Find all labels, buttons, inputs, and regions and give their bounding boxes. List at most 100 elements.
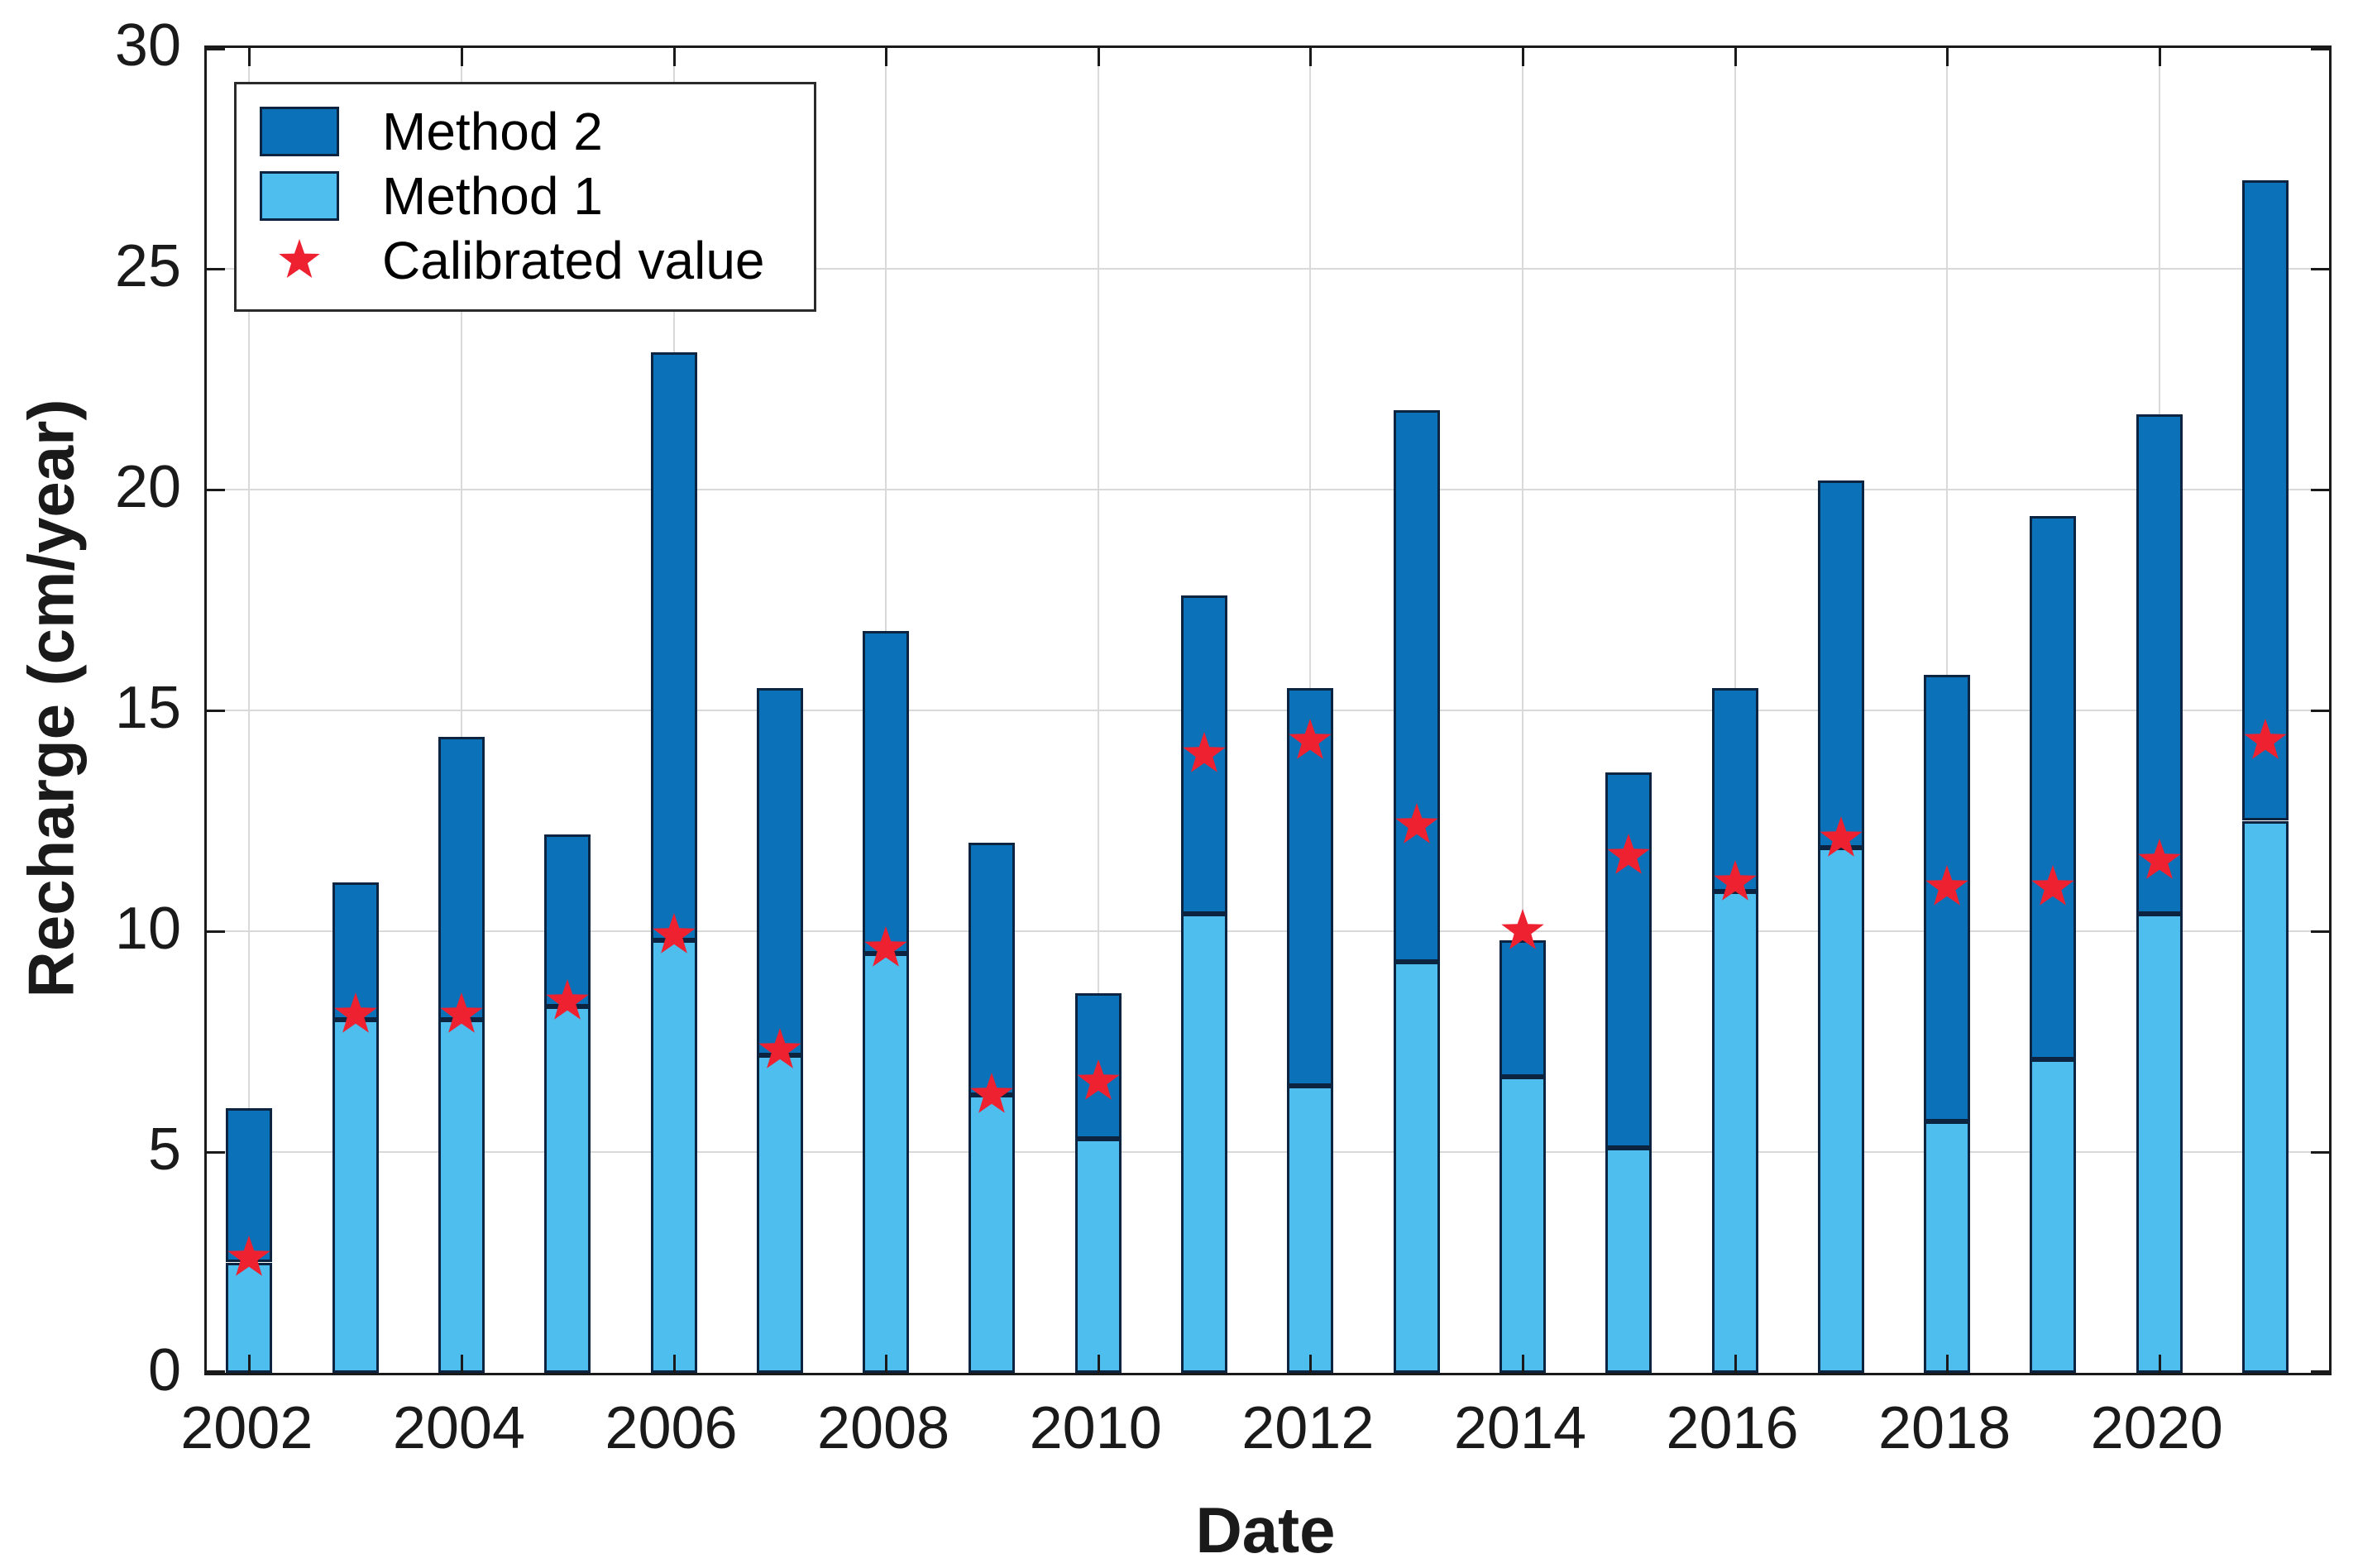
- calibrated-star-2014: [1501, 909, 1544, 949]
- bar-method1-2013: [1393, 962, 1440, 1373]
- method2-swatch: [260, 107, 339, 156]
- bar-method1-2003: [332, 1019, 379, 1373]
- axis-tick: [248, 1355, 251, 1373]
- legend-item-method2: Method 2: [260, 99, 797, 164]
- axis-tick: [1946, 1355, 1949, 1373]
- gridline-horizontal: [207, 710, 2329, 711]
- calibrated-star-2015: [1607, 834, 1650, 875]
- calibrated-star-2010: [1077, 1059, 1120, 1100]
- legend-item-calibrated: Calibrated value: [260, 228, 797, 293]
- calibrated-star-2005: [546, 979, 589, 1021]
- axis-tick: [885, 48, 888, 66]
- axis-tick: [2311, 710, 2329, 712]
- x-tick-label: 2002: [180, 1395, 313, 1461]
- calibrated-star-2016: [1713, 860, 1757, 901]
- axis-tick: [2311, 48, 2329, 50]
- axis-tick: [2158, 1355, 2161, 1373]
- calibrated-star-2008: [864, 926, 907, 968]
- bar-method1-2020: [2136, 913, 2183, 1373]
- axis-tick: [1309, 48, 1313, 66]
- calibrated-star-2021: [2244, 719, 2287, 760]
- bar-method2-2007: [756, 688, 803, 1055]
- calibrated-star-2002: [227, 1236, 271, 1276]
- bar-method1-2007: [756, 1054, 803, 1373]
- bar-method1-2008: [863, 953, 910, 1373]
- bar-method2-2005: [544, 834, 591, 1006]
- bar-method1-2006: [650, 939, 697, 1373]
- bar-method2-2006: [650, 352, 697, 940]
- y-tick-label: 0: [147, 1337, 181, 1403]
- calibrated-star-2011: [1183, 732, 1226, 773]
- gridline-horizontal: [207, 930, 2329, 932]
- calibrated-star-2012: [1289, 719, 1332, 760]
- bar-method2-2020: [2136, 414, 2183, 914]
- calibrated-star-2020: [2138, 838, 2181, 879]
- bar-method1-2015: [1605, 1147, 1653, 1373]
- bar-method2-2004: [438, 737, 485, 1020]
- bar-method1-2016: [1711, 891, 1758, 1373]
- axis-tick: [2311, 1370, 2329, 1373]
- calibrated-star-2013: [1394, 802, 1438, 844]
- calibrated-star-legend: [279, 239, 320, 278]
- calibrated-star-2006: [652, 913, 696, 954]
- axis-tick: [1521, 1355, 1524, 1373]
- axis-tick: [1946, 48, 1949, 66]
- axis-tick: [672, 48, 676, 66]
- x-tick-label: 2008: [817, 1395, 950, 1461]
- bar-method2-2014: [1499, 939, 1546, 1078]
- axis-tick: [1309, 1355, 1313, 1373]
- calibrated-star-2009: [970, 1072, 1014, 1113]
- calibrated-star-2003: [333, 992, 377, 1034]
- bar-method1-2019: [2030, 1059, 2077, 1373]
- x-axis-label: Date: [1195, 1494, 1336, 1566]
- axis-tick: [672, 1355, 676, 1373]
- x-tick-label: 2010: [1029, 1395, 1162, 1461]
- x-tick-label: 2004: [392, 1395, 525, 1461]
- x-tick-label: 2014: [1453, 1395, 1586, 1461]
- bar-method1-2014: [1499, 1077, 1546, 1373]
- axis-tick: [2311, 489, 2329, 491]
- axis-tick: [207, 1370, 225, 1373]
- y-tick-label: 10: [114, 896, 181, 962]
- star-icon: [260, 236, 339, 285]
- bar-method2-2018: [1924, 675, 1971, 1121]
- legend-label: Method 1: [382, 166, 603, 226]
- axis-tick: [207, 1151, 225, 1154]
- axis-tick: [2311, 1151, 2329, 1154]
- axis-tick: [207, 268, 225, 270]
- legend-item-method1: Method 1: [260, 164, 797, 228]
- axis-tick: [2311, 268, 2329, 270]
- bar-method1-2004: [438, 1019, 485, 1373]
- axis-tick: [207, 48, 225, 50]
- x-tick-label: 2018: [1878, 1395, 2011, 1461]
- bar-method2-2012: [1287, 688, 1334, 1086]
- y-tick-label: 25: [114, 233, 181, 299]
- bar-method1-2018: [1924, 1121, 1971, 1373]
- y-tick-label: 30: [114, 12, 181, 79]
- axis-tick: [2158, 48, 2161, 66]
- y-tick-label: 20: [114, 454, 181, 520]
- bar-method1-2005: [544, 1006, 591, 1373]
- x-tick-label: 2006: [605, 1395, 738, 1461]
- bar-method2-2017: [1817, 480, 1864, 848]
- calibrated-star-2019: [2031, 864, 2075, 906]
- calibrated-star-2007: [758, 1028, 801, 1068]
- axis-tick: [2311, 930, 2329, 933]
- axis-tick: [1097, 48, 1100, 66]
- method1-swatch: [260, 171, 339, 221]
- axis-tick: [460, 48, 463, 66]
- calibrated-star-2017: [1820, 815, 1863, 857]
- axis-tick: [1521, 48, 1524, 66]
- bar-method2-2009: [969, 843, 1016, 1095]
- bar-method2-2016: [1711, 688, 1758, 892]
- y-tick-label: 5: [147, 1116, 181, 1183]
- bar-method1-2017: [1817, 847, 1864, 1373]
- axis-tick: [207, 930, 225, 933]
- bar-method2-2015: [1605, 772, 1653, 1148]
- gridline-vertical: [1097, 48, 1099, 1373]
- gridline-vertical: [248, 48, 251, 1373]
- bar-method1-2021: [2242, 820, 2289, 1373]
- axis-tick: [885, 1355, 888, 1373]
- bar-method2-2013: [1393, 409, 1440, 963]
- axis-tick: [207, 489, 225, 491]
